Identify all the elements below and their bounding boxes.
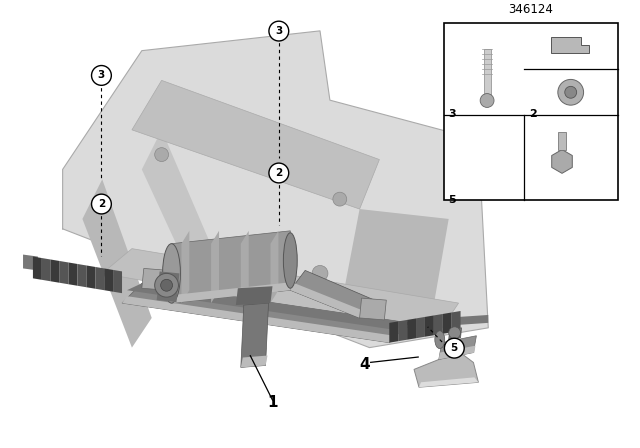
Circle shape	[444, 338, 464, 358]
Text: 3: 3	[98, 70, 105, 81]
Polygon shape	[23, 254, 38, 271]
Polygon shape	[291, 282, 362, 318]
Circle shape	[558, 79, 584, 105]
Polygon shape	[42, 258, 51, 281]
Polygon shape	[63, 31, 488, 348]
Polygon shape	[425, 315, 434, 337]
Polygon shape	[102, 249, 459, 333]
Polygon shape	[340, 209, 449, 333]
Polygon shape	[398, 320, 407, 341]
Circle shape	[449, 327, 461, 339]
Circle shape	[269, 163, 289, 183]
Polygon shape	[558, 132, 566, 150]
Polygon shape	[60, 261, 68, 284]
Circle shape	[312, 266, 328, 281]
Circle shape	[155, 273, 179, 297]
Polygon shape	[241, 303, 269, 367]
Polygon shape	[172, 282, 291, 303]
Polygon shape	[459, 315, 488, 325]
Text: 5: 5	[449, 194, 456, 205]
Polygon shape	[419, 377, 478, 387]
Polygon shape	[181, 231, 189, 303]
Polygon shape	[172, 231, 291, 303]
Circle shape	[161, 279, 173, 291]
Polygon shape	[241, 356, 268, 367]
Polygon shape	[95, 267, 104, 290]
Polygon shape	[552, 150, 572, 173]
Polygon shape	[443, 313, 452, 334]
Text: 3: 3	[275, 26, 282, 36]
Polygon shape	[551, 37, 589, 53]
Polygon shape	[127, 283, 409, 330]
Circle shape	[193, 266, 209, 281]
Polygon shape	[211, 231, 219, 303]
Polygon shape	[86, 266, 95, 289]
Polygon shape	[157, 271, 179, 302]
Polygon shape	[83, 179, 152, 348]
Polygon shape	[389, 321, 398, 343]
Text: 3: 3	[449, 109, 456, 120]
Polygon shape	[122, 296, 394, 343]
Text: 4: 4	[359, 357, 370, 372]
Circle shape	[92, 194, 111, 214]
Polygon shape	[77, 264, 86, 287]
Polygon shape	[439, 336, 476, 359]
Polygon shape	[113, 270, 122, 293]
Circle shape	[333, 192, 347, 206]
Circle shape	[564, 86, 577, 98]
Polygon shape	[33, 257, 42, 280]
Polygon shape	[236, 286, 273, 305]
Polygon shape	[142, 130, 221, 298]
Polygon shape	[142, 268, 168, 290]
Ellipse shape	[163, 244, 180, 303]
Text: 2: 2	[98, 199, 105, 209]
Bar	[444, 23, 618, 201]
Text: 346124: 346124	[508, 3, 553, 16]
Polygon shape	[452, 311, 461, 332]
Text: 1: 1	[268, 395, 278, 410]
Polygon shape	[360, 298, 387, 320]
Polygon shape	[241, 231, 249, 303]
Text: 5: 5	[451, 343, 458, 353]
Polygon shape	[271, 231, 278, 303]
Polygon shape	[51, 259, 60, 283]
Text: 2: 2	[529, 109, 536, 120]
Ellipse shape	[284, 233, 297, 288]
Circle shape	[480, 94, 494, 108]
Circle shape	[92, 65, 111, 85]
Polygon shape	[414, 348, 478, 387]
Polygon shape	[291, 271, 374, 318]
Polygon shape	[484, 49, 490, 100]
Polygon shape	[104, 268, 113, 292]
Text: 2: 2	[275, 168, 282, 178]
Polygon shape	[434, 314, 443, 335]
Circle shape	[269, 21, 289, 41]
Circle shape	[155, 148, 168, 162]
Polygon shape	[449, 328, 461, 340]
Polygon shape	[122, 283, 409, 343]
Polygon shape	[132, 80, 380, 209]
Polygon shape	[439, 346, 476, 359]
Ellipse shape	[435, 331, 445, 349]
Polygon shape	[407, 319, 416, 340]
Polygon shape	[416, 317, 425, 338]
Polygon shape	[68, 263, 77, 286]
